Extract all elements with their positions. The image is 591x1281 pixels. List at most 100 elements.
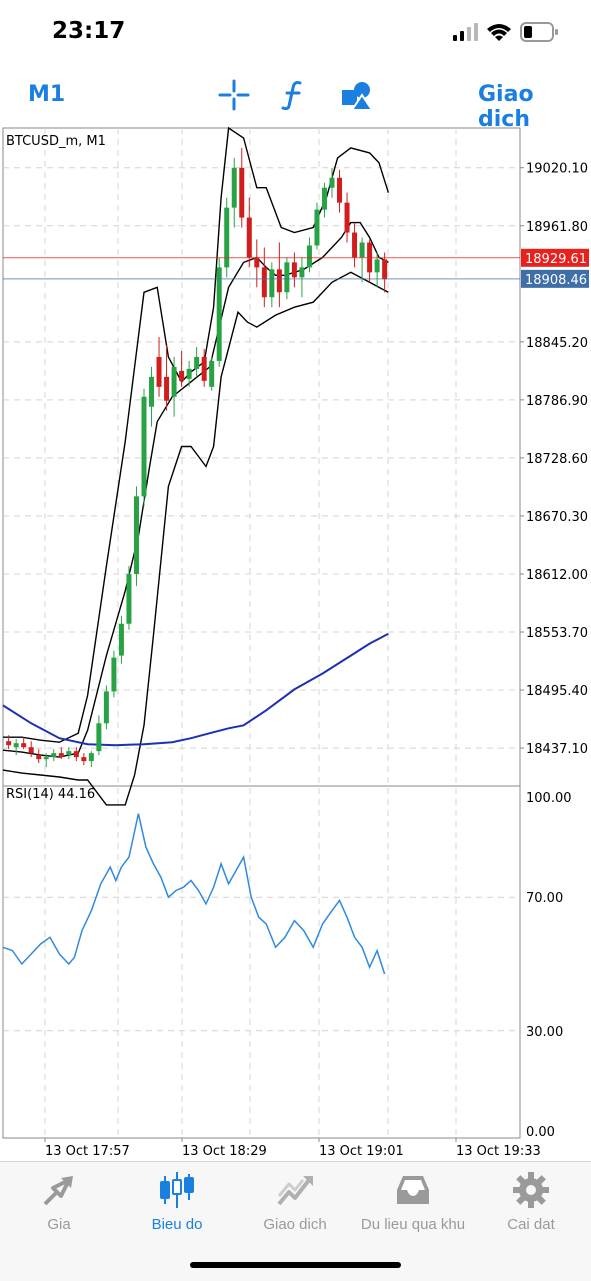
time-label: 13 Oct 19:01 bbox=[319, 1144, 404, 1159]
nav-history[interactable]: Du lieu qua khu bbox=[354, 1170, 472, 1240]
nav-settings-label: Cai dat bbox=[507, 1216, 555, 1233]
timeframe-button[interactable]: M1 bbox=[28, 82, 66, 107]
nav-history-label: Du lieu qua khu bbox=[360, 1216, 466, 1233]
candle-body bbox=[216, 267, 222, 361]
candle-body bbox=[329, 177, 335, 188]
candle-body bbox=[133, 496, 139, 574]
candle-body bbox=[149, 376, 155, 407]
candle-body bbox=[141, 396, 147, 497]
candle-body bbox=[43, 757, 49, 760]
candle bbox=[164, 345, 170, 411]
price-chart[interactable]: 18929.61 18908.46 19020.10 18961.80 18845.2… bbox=[0, 126, 591, 1161]
candle-body bbox=[306, 245, 312, 268]
candle bbox=[382, 252, 388, 293]
candle bbox=[299, 257, 305, 298]
rsi-line bbox=[2, 813, 386, 975]
price-lines: 18929.61 18908.46 bbox=[3, 248, 589, 288]
candle-body bbox=[254, 257, 260, 268]
nav-trade-label: Giao dich bbox=[263, 1216, 327, 1233]
candle-body bbox=[269, 269, 275, 298]
candle-body bbox=[81, 757, 87, 762]
candle-body bbox=[51, 753, 57, 758]
candle-body bbox=[179, 370, 185, 381]
price-level-label: 18612.00 bbox=[526, 568, 588, 583]
candle bbox=[261, 247, 267, 308]
bollinger-upper-line bbox=[3, 126, 390, 743]
candle bbox=[43, 753, 49, 768]
price-level-label: 18961.80 bbox=[526, 220, 588, 235]
candle-body bbox=[314, 209, 320, 246]
candle-body bbox=[261, 267, 267, 298]
candle-body bbox=[73, 751, 79, 758]
symbol-label: BTCUSD_m, M1 bbox=[6, 134, 106, 149]
candle bbox=[103, 685, 109, 730]
nav-trade[interactable]: Giao dich bbox=[236, 1170, 354, 1240]
candle-body bbox=[171, 366, 177, 397]
candle-body bbox=[66, 751, 72, 756]
candle bbox=[6, 735, 12, 750]
drawing-objects-icon[interactable] bbox=[340, 78, 374, 112]
indicator-function-icon[interactable] bbox=[278, 78, 312, 112]
candle bbox=[171, 356, 177, 417]
candle-body bbox=[186, 368, 192, 379]
candle bbox=[179, 350, 185, 387]
candle bbox=[28, 741, 34, 758]
candle-body bbox=[246, 217, 252, 258]
candle-body bbox=[111, 657, 117, 692]
candle-body bbox=[126, 573, 132, 624]
candle-body bbox=[209, 360, 215, 387]
ask-price-tag bbox=[521, 248, 589, 267]
candle bbox=[13, 739, 19, 756]
candle bbox=[344, 192, 350, 243]
crosshair-icon[interactable] bbox=[217, 78, 251, 112]
candle-body bbox=[352, 232, 358, 258]
bollinger-lower-line bbox=[2, 271, 389, 806]
candle bbox=[254, 239, 260, 288]
candle-body bbox=[231, 167, 237, 208]
moving-average-line bbox=[2, 632, 389, 747]
rsi-level-label: 0.00 bbox=[526, 1125, 555, 1140]
candle-body bbox=[284, 262, 290, 293]
rsi-level-label: 100.00 bbox=[526, 791, 572, 806]
candle bbox=[111, 650, 117, 698]
price-level-label: 18728.60 bbox=[526, 452, 588, 467]
candle-body bbox=[36, 755, 42, 760]
candle-body bbox=[194, 356, 200, 369]
candle-body bbox=[13, 743, 19, 748]
rsi-label: RSI(14) 44.16 bbox=[6, 787, 95, 802]
candle-body bbox=[224, 207, 230, 268]
nav-quotes[interactable]: Gia bbox=[0, 1170, 118, 1240]
gear-icon bbox=[513, 1172, 549, 1208]
chart-grid bbox=[2, 127, 524, 1142]
trade-button[interactable]: Giao dich bbox=[478, 82, 534, 132]
candle bbox=[239, 147, 245, 228]
candle bbox=[352, 222, 358, 268]
candle bbox=[66, 747, 72, 760]
wifi-icon bbox=[487, 24, 511, 41]
candle bbox=[314, 202, 320, 250]
candle bbox=[231, 157, 237, 228]
candle bbox=[306, 237, 312, 273]
candle-body bbox=[28, 747, 34, 754]
chart-toolbar: M1 Giao dich bbox=[0, 64, 591, 132]
candle bbox=[149, 366, 155, 427]
ask-price-text: 18929.61 bbox=[525, 252, 587, 267]
candle-body bbox=[291, 262, 297, 278]
nav-settings[interactable]: Cai dat bbox=[472, 1170, 590, 1240]
nav-quotes-label: Gia bbox=[47, 1216, 71, 1233]
candle-body bbox=[239, 167, 245, 218]
price-level-label: 19020.10 bbox=[526, 162, 588, 177]
candle bbox=[133, 486, 139, 586]
candle-body bbox=[96, 723, 102, 752]
nav-chart[interactable]: Bieu do bbox=[118, 1170, 236, 1240]
candle bbox=[73, 747, 79, 762]
battery-icon bbox=[520, 22, 558, 42]
status-time: 23:17 bbox=[52, 18, 126, 44]
candle-body bbox=[276, 269, 282, 293]
candle bbox=[88, 751, 94, 768]
candle bbox=[194, 347, 200, 377]
status-bar: 23:17 bbox=[0, 0, 591, 64]
candle bbox=[246, 197, 252, 268]
candle-body bbox=[344, 202, 350, 233]
candle bbox=[224, 197, 230, 278]
